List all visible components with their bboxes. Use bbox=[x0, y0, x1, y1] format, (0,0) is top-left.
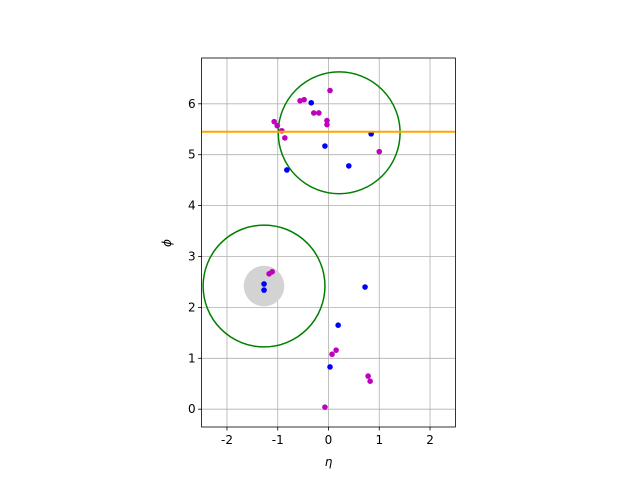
point bbox=[327, 87, 333, 94]
y-axis-label: ϕ bbox=[160, 239, 174, 247]
point bbox=[335, 322, 341, 329]
y-tick-label: 3 bbox=[188, 249, 196, 263]
point bbox=[261, 287, 267, 293]
point bbox=[266, 271, 272, 277]
point bbox=[308, 99, 315, 106]
y-tick-label: 4 bbox=[188, 199, 196, 213]
point bbox=[346, 163, 352, 169]
y-tick-label: 2 bbox=[188, 300, 196, 314]
point bbox=[274, 122, 281, 129]
point bbox=[261, 281, 267, 287]
point bbox=[329, 351, 335, 358]
region-circle bbox=[202, 224, 326, 348]
x-axis-label: η bbox=[325, 455, 333, 469]
y-tick-label: 1 bbox=[188, 351, 196, 365]
point bbox=[333, 347, 339, 353]
point bbox=[327, 364, 333, 370]
point bbox=[316, 110, 322, 116]
y-tick-label: 6 bbox=[188, 97, 196, 111]
point bbox=[310, 110, 317, 116]
y-tick-label: 0 bbox=[188, 402, 196, 416]
point bbox=[301, 96, 307, 103]
point bbox=[376, 148, 383, 155]
point bbox=[271, 118, 277, 125]
point bbox=[282, 135, 288, 141]
point bbox=[365, 373, 371, 379]
y-tick-label: 5 bbox=[188, 148, 196, 162]
plot-area bbox=[201, 71, 456, 410]
x-tick-label: -2 bbox=[221, 433, 233, 447]
point bbox=[322, 143, 328, 149]
point bbox=[324, 117, 330, 124]
point bbox=[324, 121, 330, 128]
point bbox=[322, 404, 328, 410]
point bbox=[284, 167, 290, 173]
ticks: -2 -1 0 1 2 0 1 2 3 4 5 6 bbox=[188, 97, 434, 447]
x-tick-label: 0 bbox=[325, 433, 333, 447]
grid bbox=[201, 58, 456, 427]
point bbox=[367, 378, 373, 384]
region-circle bbox=[277, 71, 401, 195]
point bbox=[362, 284, 368, 290]
x-tick-label: -1 bbox=[272, 433, 284, 447]
x-tick-label: 1 bbox=[375, 433, 383, 447]
x-tick-label: 2 bbox=[426, 433, 434, 447]
